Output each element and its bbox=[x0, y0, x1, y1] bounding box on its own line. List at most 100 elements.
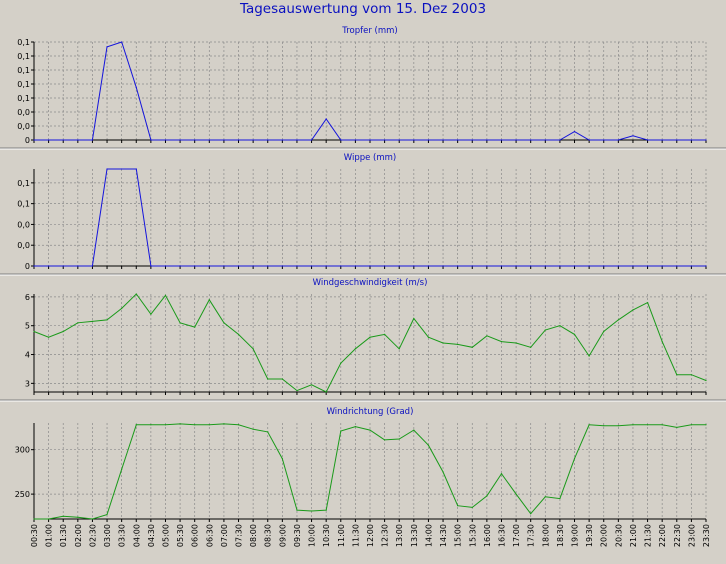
x-tick-label: 03:00 bbox=[103, 524, 112, 547]
data-point bbox=[369, 336, 371, 338]
data-point bbox=[62, 139, 64, 141]
data-point bbox=[559, 265, 561, 267]
x-tick-label: 20:30 bbox=[614, 524, 623, 547]
y-tick-label: 0,1 bbox=[17, 80, 30, 89]
x-tick-label: 10:30 bbox=[322, 524, 331, 547]
data-point bbox=[661, 139, 663, 141]
data-point bbox=[150, 265, 152, 267]
x-tick-label: 05:30 bbox=[176, 524, 185, 547]
data-point bbox=[91, 518, 94, 520]
y-tick-label: 300 bbox=[15, 446, 30, 455]
data-point bbox=[413, 265, 415, 267]
data-point bbox=[340, 265, 342, 267]
data-point bbox=[632, 135, 634, 137]
data-point bbox=[91, 320, 94, 322]
data-point bbox=[646, 265, 649, 267]
data-point bbox=[325, 391, 327, 393]
data-point bbox=[106, 168, 108, 170]
data-point bbox=[515, 493, 517, 495]
y-tick-label: 5 bbox=[25, 322, 30, 331]
data-point bbox=[661, 424, 663, 426]
data-point bbox=[106, 513, 108, 516]
data-point bbox=[384, 139, 386, 141]
data-point bbox=[676, 426, 678, 429]
y-tick-label: 0,1 bbox=[17, 52, 30, 61]
data-point bbox=[252, 265, 254, 267]
y-tick-label: 0,1 bbox=[17, 66, 30, 75]
data-point bbox=[471, 139, 473, 141]
data-point bbox=[281, 139, 283, 141]
data-point bbox=[384, 333, 386, 335]
data-point bbox=[457, 265, 459, 267]
x-tick-label: 23:00 bbox=[687, 524, 696, 547]
data-point bbox=[646, 302, 649, 304]
x-axis-labels: 00:30 01:00 01:30 02:00 02:30 03:00 03:30 04:00… bbox=[30, 524, 711, 547]
data-point bbox=[252, 139, 254, 141]
data-point bbox=[384, 265, 386, 267]
data-point bbox=[427, 336, 430, 338]
data-point bbox=[354, 139, 356, 141]
data-point bbox=[267, 378, 269, 380]
data-point bbox=[457, 343, 459, 346]
data-point bbox=[62, 515, 64, 517]
data-point bbox=[48, 336, 50, 338]
data-point bbox=[632, 265, 634, 267]
y-tick-label: 0 bbox=[25, 262, 30, 271]
data-point bbox=[135, 293, 137, 295]
data-point bbox=[632, 424, 634, 426]
panel-title: Tropfer (mm) bbox=[341, 26, 397, 36]
chart-panel-1: Tropfer (mm) 0 0,0 0,0 0,1 0,1 0,1 0,1 0,1 bbox=[17, 26, 707, 145]
data-point bbox=[442, 139, 444, 141]
data-point bbox=[48, 139, 50, 141]
data-point bbox=[48, 265, 50, 267]
data-point bbox=[179, 322, 181, 324]
data-point bbox=[135, 86, 137, 89]
data-point bbox=[48, 518, 50, 520]
data-point bbox=[223, 423, 225, 425]
data-point bbox=[252, 348, 254, 350]
data-point bbox=[573, 131, 576, 133]
data-point bbox=[252, 428, 254, 430]
data-point bbox=[223, 265, 225, 267]
data-point bbox=[500, 473, 503, 475]
x-tick-label: 18:00 bbox=[541, 524, 550, 547]
data-point bbox=[91, 139, 94, 141]
data-point bbox=[340, 430, 342, 432]
x-tick-label: 01:00 bbox=[45, 524, 54, 547]
data-point bbox=[661, 340, 663, 343]
data-point bbox=[237, 139, 240, 141]
data-point bbox=[310, 510, 313, 512]
x-tick-label: 13:30 bbox=[410, 524, 419, 547]
x-tick-label: 23:30 bbox=[702, 524, 711, 547]
data-point bbox=[573, 333, 576, 335]
y-tick-label: 4 bbox=[25, 351, 30, 360]
data-point bbox=[281, 457, 283, 460]
data-point bbox=[442, 342, 444, 344]
data-point bbox=[413, 139, 415, 141]
y-tick-label: 0,1 bbox=[17, 94, 30, 103]
data-point bbox=[237, 424, 240, 426]
data-point bbox=[632, 309, 634, 311]
data-point bbox=[427, 265, 430, 267]
x-tick-label: 13:00 bbox=[395, 524, 404, 547]
data-point bbox=[427, 444, 430, 446]
data-point bbox=[354, 348, 356, 350]
data-point bbox=[661, 265, 663, 267]
chart-panel-4: Windrichtung (Grad) 250 300 bbox=[15, 407, 707, 522]
data-point bbox=[486, 265, 488, 267]
data-point bbox=[164, 294, 167, 297]
data-point bbox=[705, 379, 707, 382]
data-point bbox=[62, 265, 64, 267]
data-point bbox=[208, 299, 210, 301]
data-point bbox=[530, 513, 532, 515]
data-point bbox=[559, 325, 561, 327]
data-point bbox=[267, 139, 269, 141]
data-point bbox=[121, 468, 123, 470]
data-point bbox=[281, 265, 283, 267]
y-tick-label: 0,0 bbox=[17, 122, 30, 131]
x-tick-label: 12:30 bbox=[381, 524, 390, 547]
data-point bbox=[237, 333, 240, 335]
y-tick-label: 0,1 bbox=[17, 179, 30, 188]
data-point bbox=[164, 424, 167, 426]
